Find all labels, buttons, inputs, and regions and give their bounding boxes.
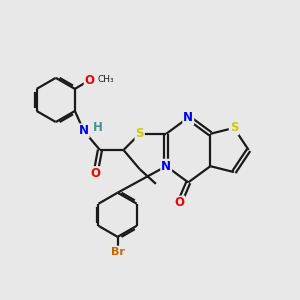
Text: CH₃: CH₃ — [98, 75, 115, 84]
Text: S: S — [230, 122, 238, 134]
Text: H: H — [93, 122, 103, 134]
Text: N: N — [161, 160, 171, 173]
Text: O: O — [174, 196, 184, 209]
Text: Br: Br — [111, 247, 124, 256]
Text: O: O — [91, 167, 100, 180]
Text: O: O — [85, 74, 94, 87]
Text: N: N — [79, 124, 89, 137]
Text: N: N — [183, 111, 193, 124]
Text: S: S — [135, 127, 144, 140]
